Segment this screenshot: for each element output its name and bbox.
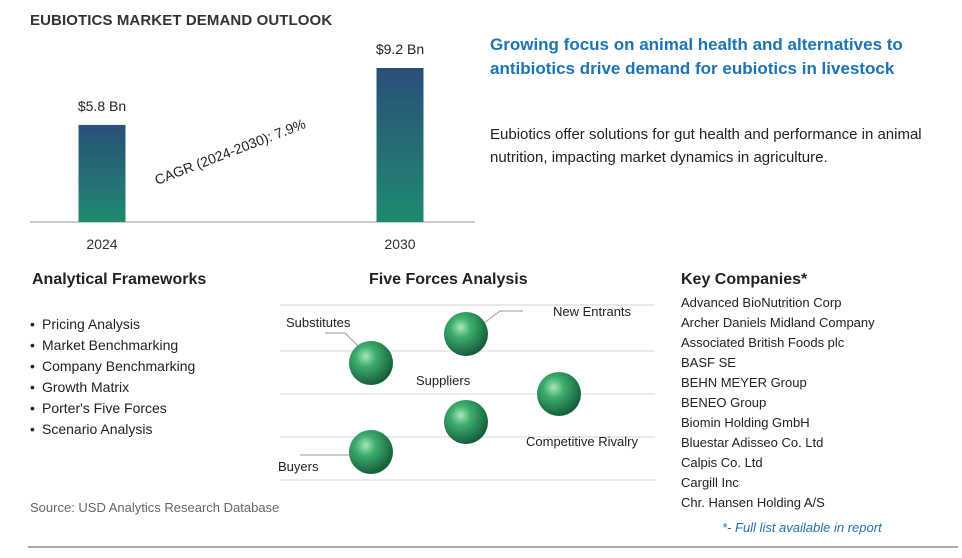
list-item: Advanced BioNutrition Corp (681, 295, 842, 310)
companies-footnote: *- Full list available in report (722, 520, 882, 535)
label-suppliers: Suppliers (416, 373, 471, 388)
sphere-new-entrants (444, 312, 488, 356)
list-item: Market Benchmarking (30, 335, 195, 356)
list-item: BASF SE (681, 355, 736, 370)
label-buyers: Buyers (278, 459, 319, 474)
frameworks-heading: Analytical Frameworks (32, 271, 207, 288)
description: Eubiotics offer solutions for gut health… (490, 126, 922, 166)
bar-2024 (78, 124, 126, 222)
market-bar-chart: $5.8 Bn 2024 $9.2 Bn 2030 CAGR (2024-2030):… (30, 41, 475, 252)
sphere-substitutes (349, 341, 393, 385)
sphere-buyers (349, 430, 393, 474)
frameworks-list: Pricing Analysis Market Benchmarking Com… (30, 314, 195, 440)
label-new-entrants: New Entrants (553, 304, 632, 319)
companies-list: Advanced BioNutrition Corp Archer Daniel… (681, 293, 875, 513)
list-item: Cargill Inc (681, 475, 739, 490)
headline: Growing focus on animal health and alter… (490, 35, 903, 78)
list-item: Chr. Hansen Holding A/S (681, 495, 825, 510)
list-item: BEHN MEYER Group (681, 375, 807, 390)
list-item: Archer Daniels Midland Company (681, 315, 875, 330)
list-item: Biomin Holding GmbH (681, 415, 810, 430)
list-item: Bluestar Adisseo Co. Ltd (681, 435, 824, 450)
x-tick-label: 2024 (86, 236, 117, 252)
label-substitutes: Substitutes (286, 315, 351, 330)
bar-value-label: $9.2 Bn (376, 41, 424, 57)
sphere-suppliers (444, 400, 488, 444)
companies-heading: Key Companies* (681, 271, 808, 288)
five-forces-diagram: Substitutes New Entrants Suppliers Compe… (278, 304, 655, 481)
bar-2030 (376, 68, 424, 222)
bar-value-label: $5.8 Bn (78, 98, 126, 114)
sphere-competitive-rivalry (537, 372, 581, 416)
source-note: Source: USD Analytics Research Database (30, 500, 280, 515)
list-item: Growth Matrix (30, 377, 195, 398)
list-item: Associated British Foods plc (681, 335, 845, 350)
list-item: Porter's Five Forces (30, 398, 195, 419)
x-tick-label: 2030 (384, 236, 415, 252)
list-item: Scenario Analysis (30, 419, 195, 440)
five-forces-heading: Five Forces Analysis (369, 271, 528, 288)
cagr-annotation: CAGR (2024-2030): 7.9% (152, 115, 307, 187)
list-item: Pricing Analysis (30, 314, 195, 335)
chart-title: EUBIOTICS MARKET DEMAND OUTLOOK (30, 12, 333, 29)
list-item: Calpis Co. Ltd (681, 455, 763, 470)
connector (325, 332, 363, 351)
bottom-divider (28, 546, 958, 548)
label-competitive-rivalry: Competitive Rivalry (526, 434, 638, 449)
list-item: Company Benchmarking (30, 356, 195, 377)
list-item: BENEO Group (681, 395, 767, 410)
